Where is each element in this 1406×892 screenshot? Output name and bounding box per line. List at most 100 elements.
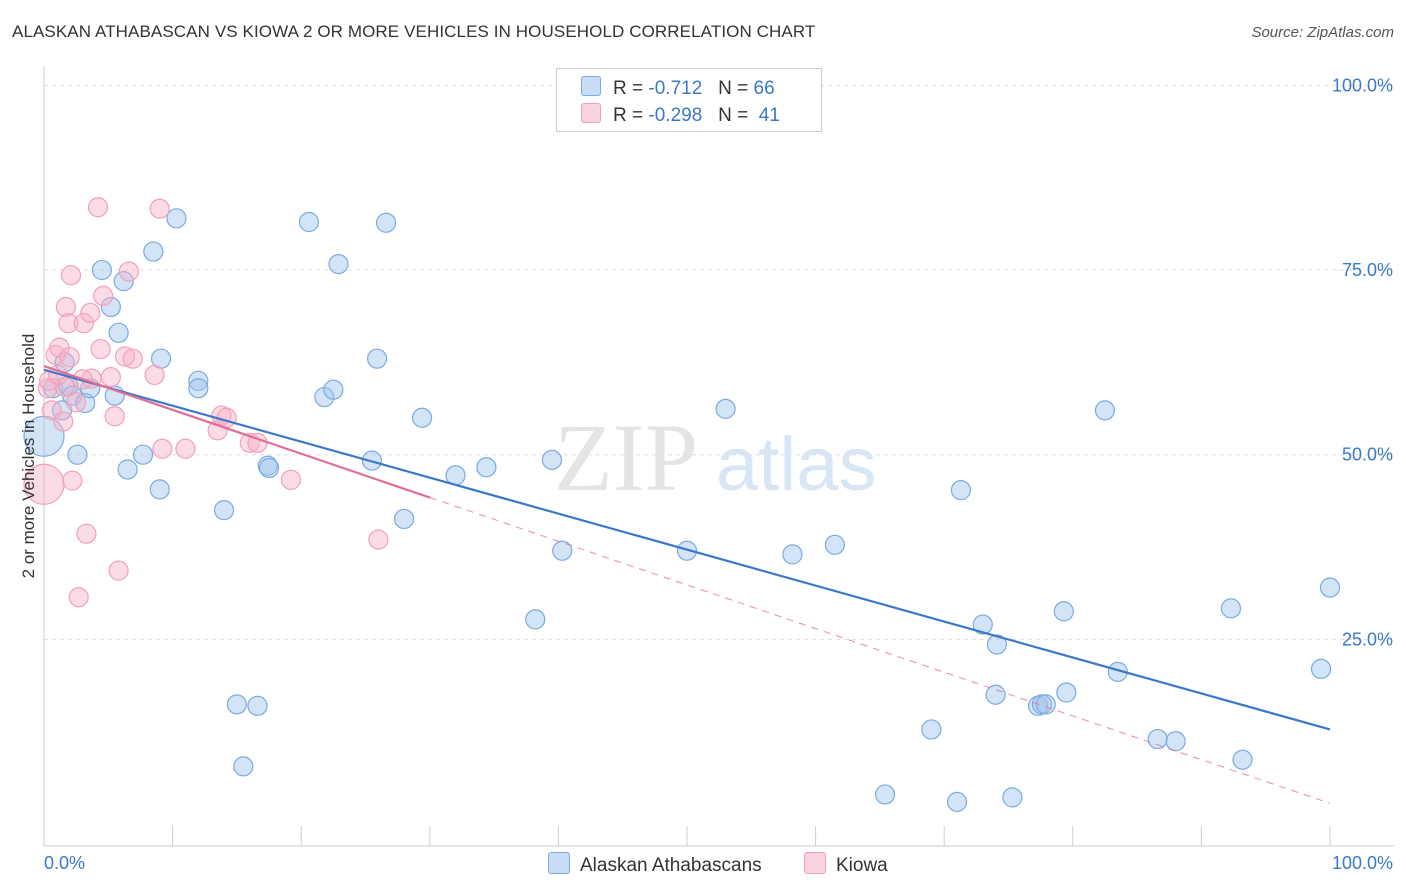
athabascan-point-63 xyxy=(1220,598,1242,619)
labels-layer: 25.0% 50.0% 75.0% 100.0% 0.0% 100.0% 2 or more… xyxy=(19,75,1393,873)
kiowa-point-27 xyxy=(152,438,173,459)
athabascan-point-28 xyxy=(298,211,320,233)
athabascan-point-51 xyxy=(986,634,1008,655)
athabascan-point-23 xyxy=(226,694,247,715)
athabascan-point-65 xyxy=(1310,658,1332,679)
athabascan-point-36 xyxy=(411,407,433,428)
athabascan-point-53 xyxy=(1002,787,1023,808)
bottom-legend-kiowa: Kiowa xyxy=(804,852,888,877)
athabascan-point-15 xyxy=(132,444,154,465)
athabascan-point-50 xyxy=(972,614,993,635)
source-credit: Source: ZipAtlas.com xyxy=(1251,24,1394,41)
athabascan-point-64 xyxy=(1232,749,1253,770)
bottom-legend-label-athabascans: Alaskan Athabascans xyxy=(580,855,762,876)
kiowa-point-17 xyxy=(87,197,109,218)
watermark-zip: ZIP xyxy=(554,404,698,511)
legend-swatch-pink xyxy=(581,103,601,123)
legend-n-label: N = xyxy=(718,105,749,126)
grid-layer xyxy=(44,84,1394,640)
athabascan-point-35 xyxy=(393,508,415,530)
kiowa-point-11 xyxy=(66,392,87,413)
kiowa-point-23 xyxy=(114,346,136,367)
athabascan-point-57 xyxy=(1056,682,1077,703)
x-tick-label-1: 100.0% xyxy=(1332,853,1393,873)
legend-r-label: R = xyxy=(613,105,644,126)
athabascan-point-44 xyxy=(782,544,803,565)
athabascan-point-47 xyxy=(921,719,942,740)
athabascan-point-56 xyxy=(1035,694,1056,715)
legend-row-kiowa: R = -0.298 N = 41 xyxy=(581,103,780,129)
kiowa-point-18 xyxy=(90,338,111,360)
chart-title: ALASKAN ATHABASCAN VS KIOWA 2 OR MORE VE… xyxy=(12,22,816,41)
athabascan-point-61 xyxy=(1147,728,1168,750)
athabascan-point-9 xyxy=(91,259,112,281)
kiowa-point-5 xyxy=(53,411,74,432)
legend-r-value-2: -0.298 xyxy=(648,105,703,126)
kiowa-point-15 xyxy=(80,302,101,323)
y-axis-label: 2 or more Vehicles in Household xyxy=(19,334,38,579)
bottom-legend-label-kiowa: Kiowa xyxy=(836,855,888,876)
athabascan-point-16 xyxy=(143,241,164,262)
kiowa-point-19 xyxy=(93,285,114,306)
athabascan-point-10 xyxy=(100,296,121,318)
athabascan-point-22 xyxy=(213,499,235,521)
kiowa-point-35 xyxy=(60,265,82,286)
x-tick-label-0: 0.0% xyxy=(44,853,85,873)
kiowa-point-33 xyxy=(280,469,302,490)
kiowa-point-8 xyxy=(58,313,79,334)
athabascan-point-38 xyxy=(476,457,497,478)
kiowa-point-34 xyxy=(368,529,389,550)
legend-swatch-blue xyxy=(581,76,601,96)
kiowa-point-39 xyxy=(122,348,143,369)
athabascan-point-12 xyxy=(108,322,129,343)
athabascan-point-62 xyxy=(1165,731,1186,752)
athabascan-point-20 xyxy=(188,370,209,391)
kiowa-point-24 xyxy=(118,261,139,282)
watermark-atlas: atlas xyxy=(716,422,877,507)
points-layer xyxy=(23,197,1341,812)
legend-n-value-1: 66 xyxy=(753,78,775,99)
legend-n-value-2: 41 xyxy=(758,105,780,126)
bottom-legend-swatch-blue xyxy=(548,852,570,874)
watermark: ZIP atlas xyxy=(554,404,877,511)
kiowa-point-21 xyxy=(104,406,125,427)
athabascan-point-46 xyxy=(874,784,896,805)
athabascan-point-45 xyxy=(824,534,845,555)
athabascan-point-13 xyxy=(113,271,134,292)
athabascan-point-60 xyxy=(1094,400,1116,421)
kiowa-point-13 xyxy=(73,313,94,334)
kiowa-point-12 xyxy=(68,587,89,608)
athabascan-point-31 xyxy=(323,379,344,400)
y-tick-label-0: 25.0% xyxy=(1342,629,1393,649)
athabascan-point-39 xyxy=(525,609,546,630)
athabascan-point-14 xyxy=(117,459,138,480)
kiowa-trend-line xyxy=(43,365,431,499)
athabascan-point-58 xyxy=(1053,601,1074,622)
athabascan-point-24 xyxy=(233,756,254,777)
athabascan-point-19 xyxy=(166,208,187,229)
bottom-legend-athabascans: Alaskan Athabascans xyxy=(548,852,762,877)
kiowa-point-14 xyxy=(76,523,97,544)
athabascan-point-27 xyxy=(258,457,280,479)
athabascan-point-52 xyxy=(985,684,1006,705)
kiowa-point-25 xyxy=(144,364,165,386)
y-tick-label-2: 75.0% xyxy=(1342,260,1393,280)
kiowa-point-28 xyxy=(175,438,196,459)
athabascan-trend-line xyxy=(43,368,1331,731)
trend-layer xyxy=(43,365,1331,804)
athabascan-point-34 xyxy=(375,212,397,233)
kiowa-point-10 xyxy=(62,470,83,491)
kiowa-point-7 xyxy=(55,296,76,318)
kiowa-point-1 xyxy=(37,378,58,399)
y-tick-label-3: 100.0% xyxy=(1332,75,1393,95)
legend-r-label: R = xyxy=(613,78,644,99)
legend-n-label: N = xyxy=(718,78,749,99)
athabascan-point-25 xyxy=(247,695,268,716)
legend-row-athabascan: R = -0.712 N = 66 xyxy=(581,76,775,102)
athabascan-point-17 xyxy=(149,479,170,500)
athabascan-point-6 xyxy=(67,444,88,465)
y-tick-label-1: 50.0% xyxy=(1342,445,1393,465)
kiowa-point-40 xyxy=(216,407,237,428)
bottom-legend-swatch-pink xyxy=(804,852,826,874)
